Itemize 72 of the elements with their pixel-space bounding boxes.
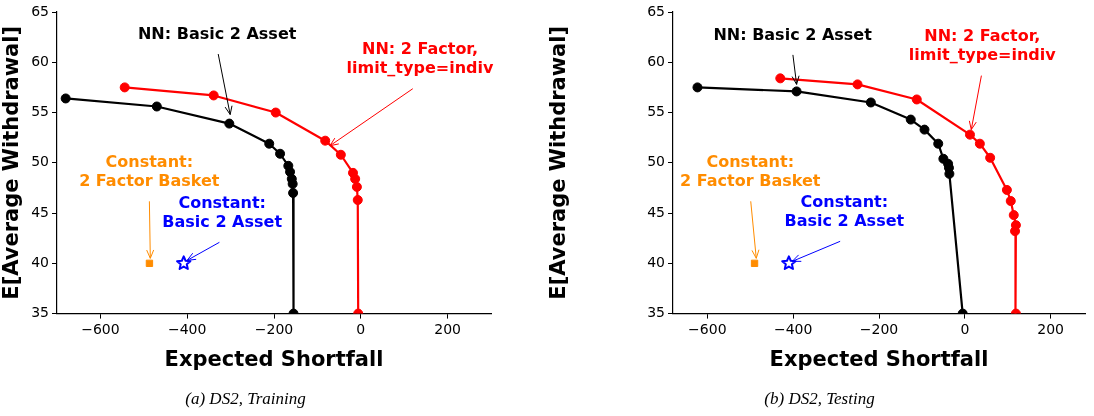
y-tick-label: 40 — [647, 253, 665, 270]
point — [176, 255, 192, 270]
point — [60, 93, 71, 104]
point — [224, 118, 235, 129]
point — [791, 86, 802, 97]
x-tick-label: −600 — [81, 320, 120, 337]
annotation: Constant: Basic 2 Asset — [784, 191, 905, 230]
x-tick-label: −400 — [167, 320, 207, 337]
x-tick-label: 0 — [356, 320, 366, 337]
point — [919, 124, 930, 135]
y-tick-label: 55 — [647, 103, 665, 120]
x-tick-label: −200 — [254, 320, 294, 337]
point — [151, 101, 162, 112]
text: (a) DS2, Training — [185, 389, 306, 409]
text: (b) DS2, Testing — [764, 389, 875, 409]
point — [985, 152, 996, 163]
point — [145, 259, 154, 268]
point — [270, 107, 281, 118]
point — [911, 94, 922, 105]
x-tick-label: 200 — [1037, 320, 1065, 337]
y-tick-label: 60 — [31, 52, 49, 69]
y-axis-title: E[Average Withdrawal] — [0, 25, 24, 300]
point — [852, 79, 863, 90]
y-tick-label: 40 — [31, 253, 49, 270]
point — [964, 129, 975, 140]
point — [933, 138, 944, 149]
y-tick-label: 35 — [31, 304, 49, 321]
y-tick-label: 50 — [647, 153, 665, 170]
annotation: NN: 2 Factor, limit_type=indiv — [908, 26, 1057, 65]
x-axis-title: Expected Shortfall — [164, 347, 384, 372]
point — [1001, 184, 1012, 195]
x-tick-label: 200 — [434, 320, 461, 337]
point — [208, 90, 219, 101]
annotation: Constant: Basic 2 Asset — [162, 192, 283, 231]
point — [335, 149, 346, 160]
point — [974, 138, 985, 149]
annotation: NN: Basic 2 Asset — [713, 24, 873, 44]
point — [352, 195, 363, 205]
y-tick-label: 50 — [31, 153, 49, 170]
y-tick-label: 45 — [647, 203, 665, 220]
point — [1005, 196, 1016, 206]
y-tick-label: 45 — [31, 203, 49, 220]
x-tick-label: −600 — [688, 320, 727, 337]
y-tick-label: 60 — [647, 52, 665, 69]
y-tick-label: 35 — [647, 304, 665, 321]
y-tick-label: 65 — [647, 2, 665, 19]
point — [351, 181, 362, 192]
y-tick-label: 55 — [31, 103, 49, 120]
point — [781, 255, 797, 270]
x-axis-title: Expected Shortfall — [769, 347, 989, 372]
point — [350, 173, 361, 184]
point — [692, 82, 703, 93]
x-tick-label: 0 — [960, 320, 970, 337]
point — [1010, 226, 1021, 237]
annotation: Constant: 2 Factor Basket — [79, 151, 220, 190]
point — [119, 82, 130, 93]
annotation: NN: 2 Factor, limit_type=indiv — [346, 39, 494, 78]
annotation: Constant: 2 Factor Basket — [680, 151, 821, 190]
y-axis-title: E[Average Withdrawal] — [546, 25, 571, 300]
x-tick-label: −200 — [859, 320, 899, 337]
point — [1008, 210, 1019, 221]
x-tick-label: −400 — [773, 320, 813, 337]
point — [750, 259, 759, 268]
point — [288, 187, 299, 198]
point — [775, 73, 786, 84]
y-tick-label: 65 — [31, 2, 49, 19]
point — [264, 138, 275, 149]
point — [865, 97, 876, 108]
point — [320, 135, 331, 146]
point — [905, 114, 916, 125]
point — [275, 148, 286, 159]
annotation: NN: Basic 2 Asset — [137, 23, 297, 43]
